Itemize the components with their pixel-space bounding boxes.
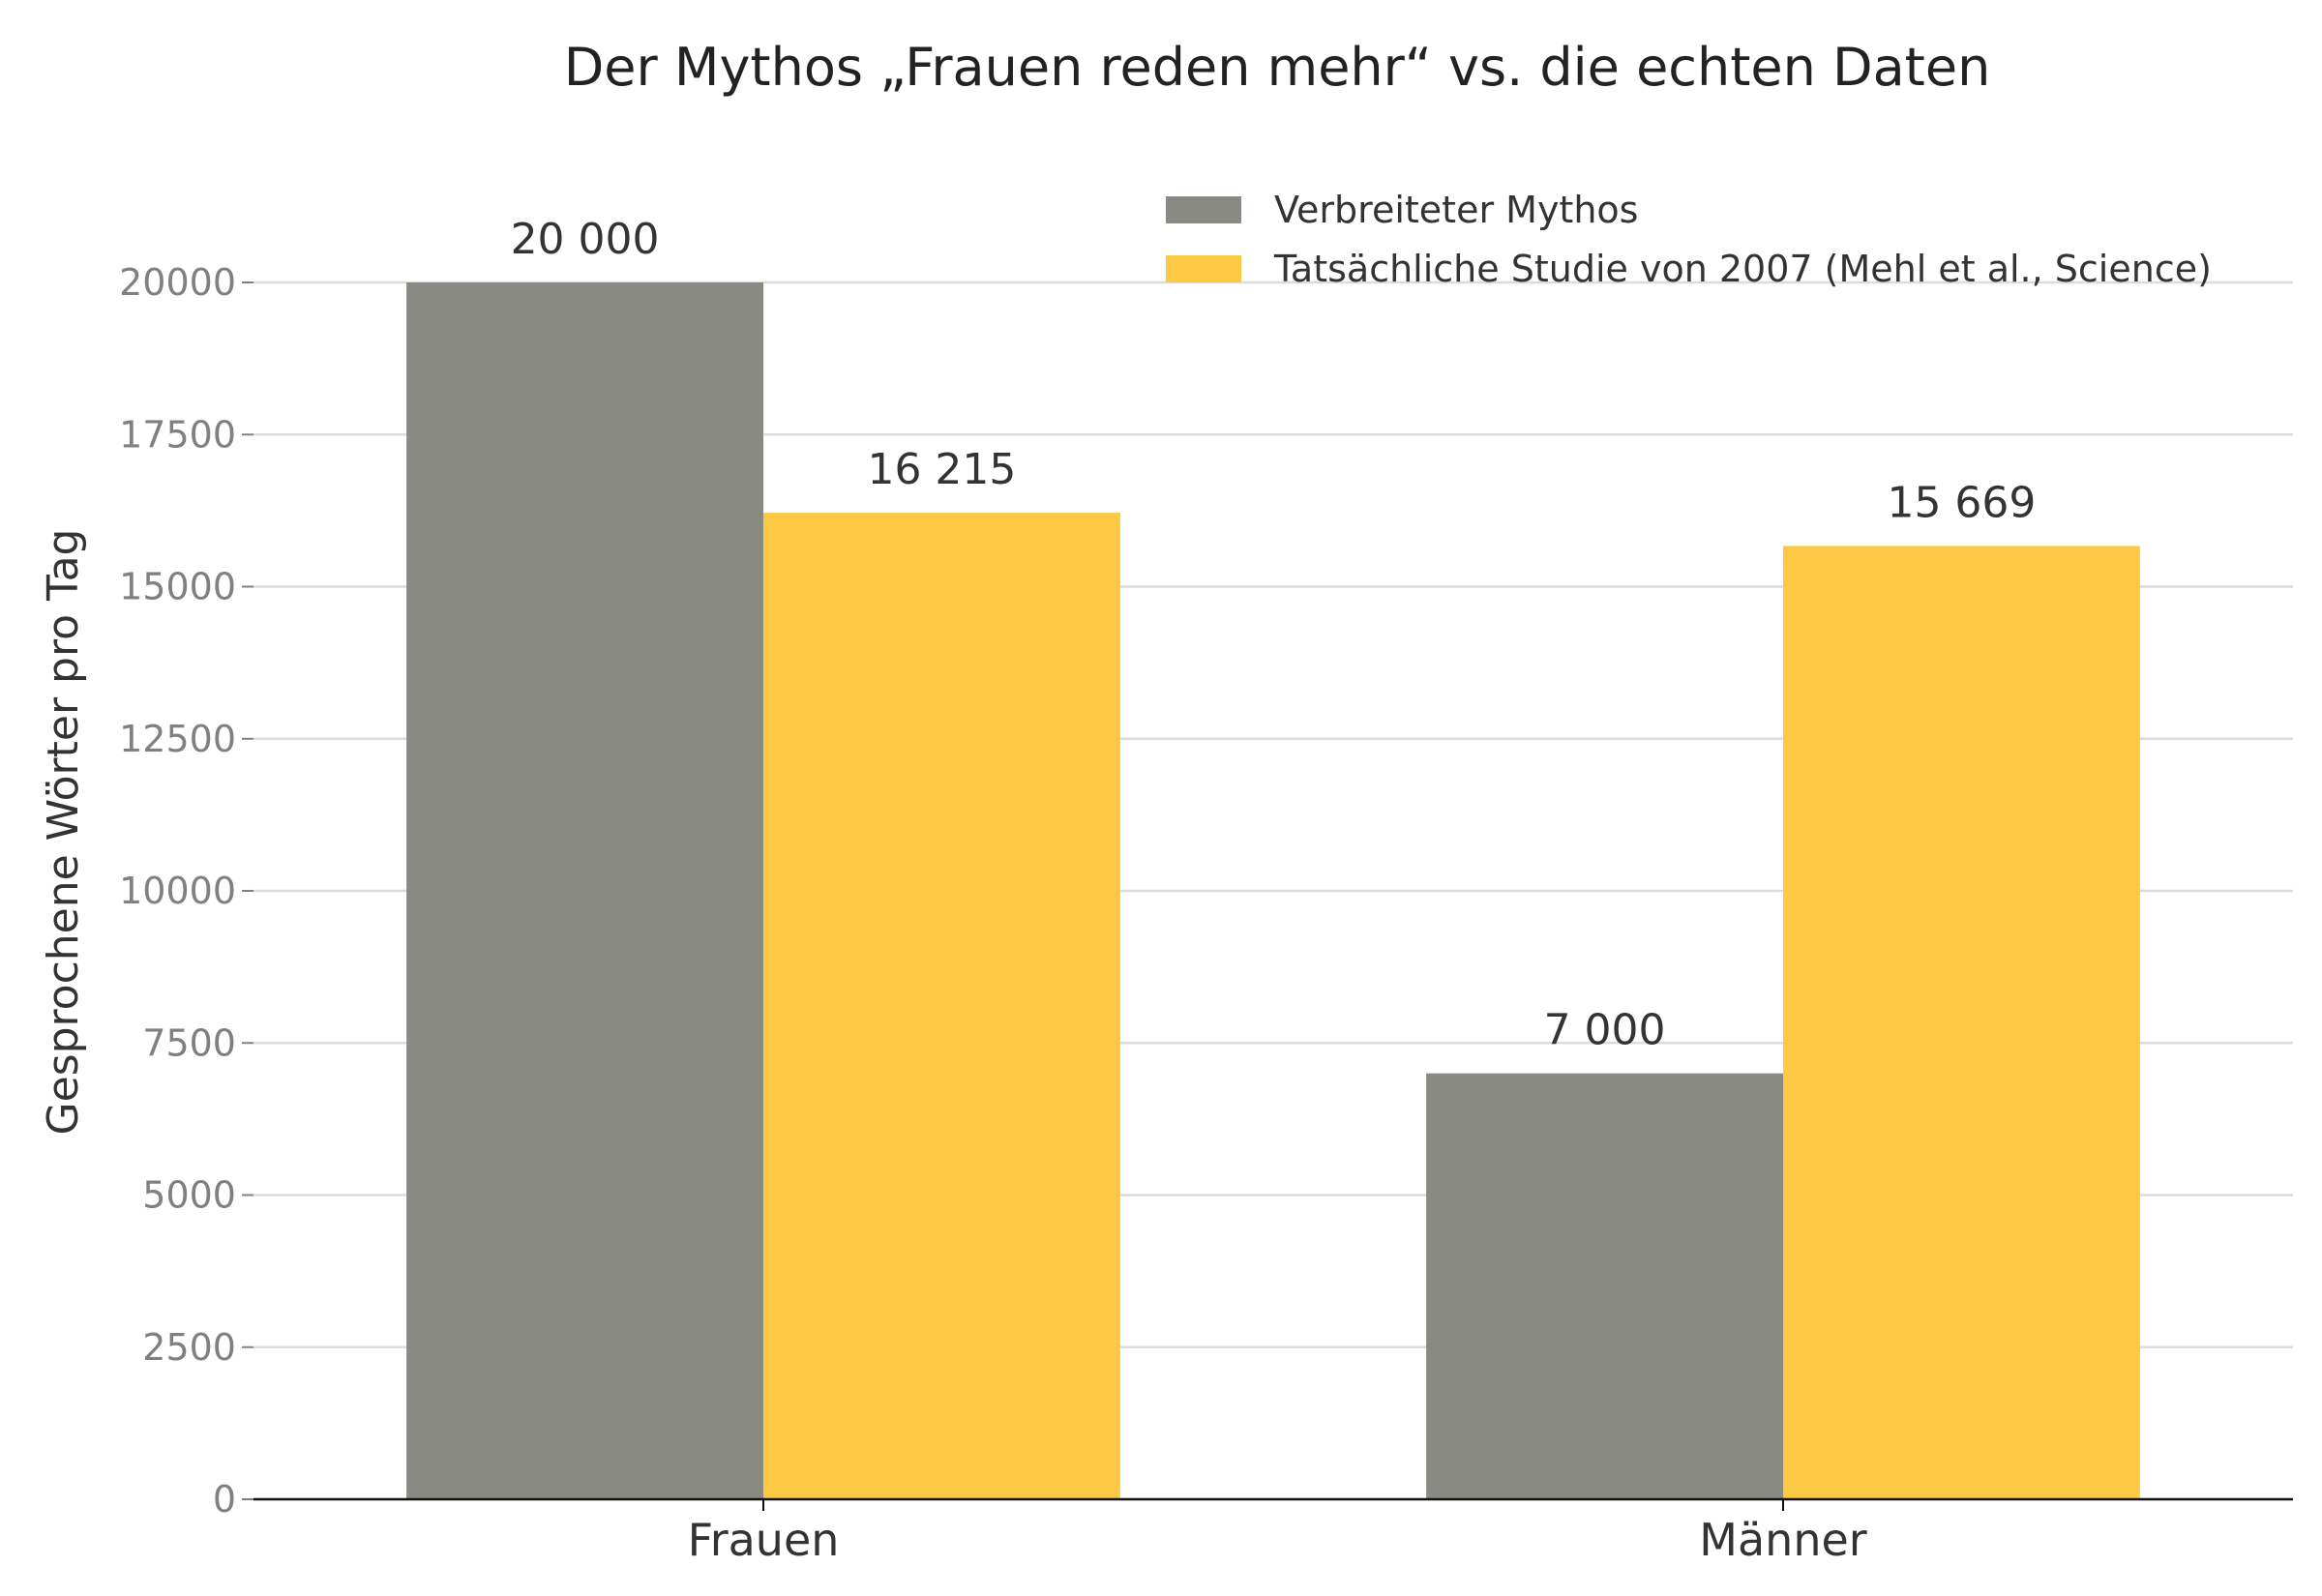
y-tick-label: 10000 <box>119 870 236 912</box>
legend-swatch <box>1166 196 1241 223</box>
x-category-label: Frauen <box>688 1514 840 1566</box>
y-axis-ticks: 0 2500 5000 7500 10000 12500 15000 17500 20000 <box>119 261 253 1521</box>
legend-label: Tatsächliche Studie von 2007 (Mehl et al… <box>1273 248 2212 290</box>
bar-value-label: 20 000 <box>511 215 660 264</box>
y-tick-label: 0 <box>213 1478 236 1521</box>
bars <box>406 282 2140 1499</box>
y-tick-label: 7500 <box>142 1021 236 1064</box>
legend: Verbreiteter Mythos Tatsächliche Studie v… <box>1166 189 2212 290</box>
legend-swatch <box>1166 255 1241 282</box>
y-tick-label: 15000 <box>119 566 236 608</box>
y-tick-label: 12500 <box>119 718 236 760</box>
x-axis-categories: Frauen Männer <box>688 1499 1867 1566</box>
y-tick-label: 2500 <box>142 1326 236 1369</box>
bar-frauen-series-1 <box>763 513 1120 1499</box>
bar-männer-series-1 <box>1783 546 2140 1499</box>
y-axis-label: Gesprochene Wörter pro Tag <box>39 529 88 1136</box>
y-tick-label: 17500 <box>119 413 236 456</box>
bar-männer-series-0 <box>1426 1073 1783 1499</box>
chart-title: Der Mythos „Frauen reden mehr“ vs. die e… <box>564 37 1991 98</box>
bar-value-label: 15 669 <box>1887 478 2036 527</box>
y-tick-label: 20000 <box>119 261 236 304</box>
bar-value-labels: 20 000 16 215 7 000 15 669 <box>511 215 2037 1055</box>
x-category-label: Männer <box>1699 1514 1866 1566</box>
bar-value-label: 7 000 <box>1544 1006 1666 1055</box>
bar-frauen-series-0 <box>406 282 763 1499</box>
y-tick-label: 5000 <box>142 1174 236 1217</box>
legend-label: Verbreiteter Mythos <box>1274 189 1638 231</box>
bar-value-label: 16 215 <box>867 445 1016 494</box>
